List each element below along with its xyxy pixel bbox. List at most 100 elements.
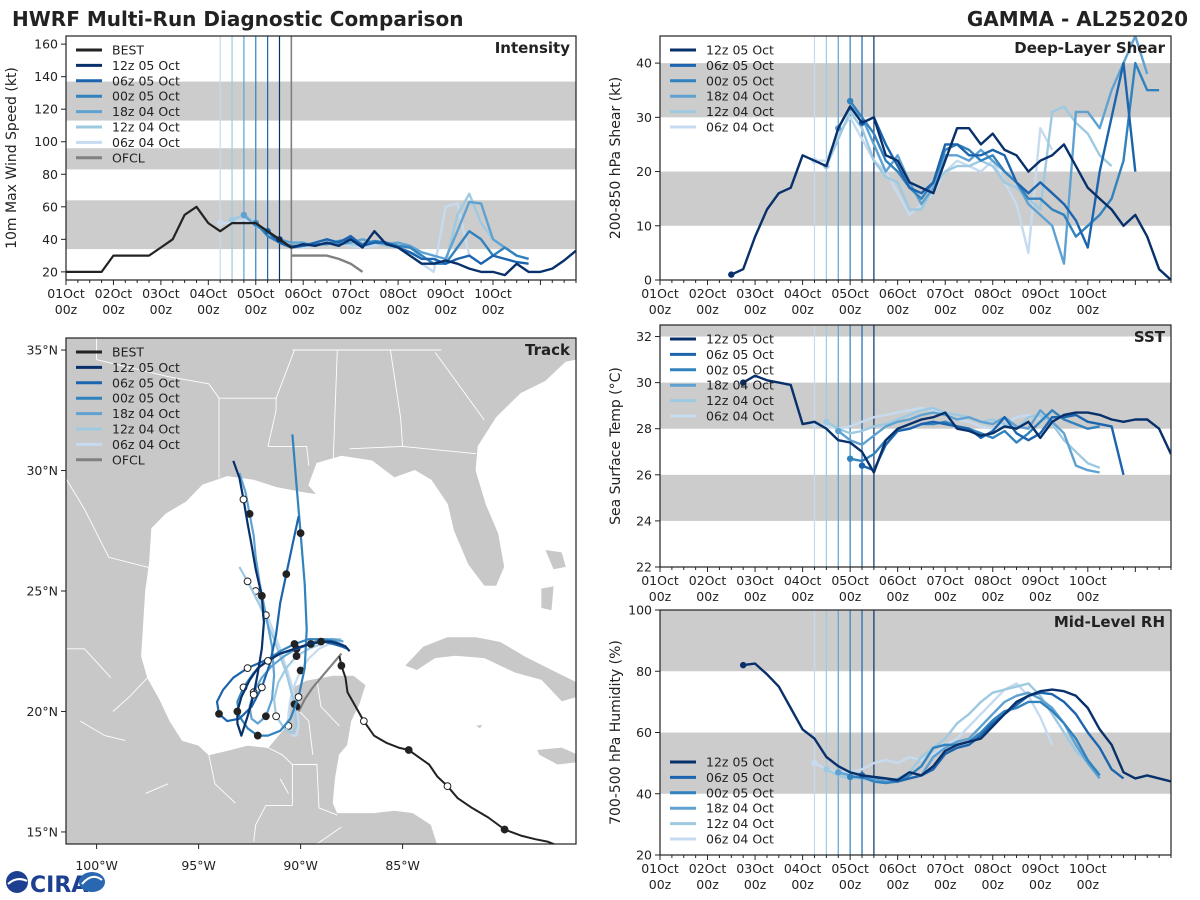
series-line-06z-05-oct: [861, 413, 1125, 476]
x-tick-label-date: 01Oct: [641, 286, 679, 301]
x-tick-label-hour: 00z: [839, 589, 862, 604]
y-tick-label: 20: [636, 848, 652, 863]
series-start-point-00z-05-oct: [846, 97, 854, 105]
y-tick-label: 100: [34, 134, 58, 149]
x-tick-label-date: 03Oct: [736, 573, 774, 588]
x-tick-label-date: 03Oct: [736, 286, 774, 301]
x-tick-label-date: 01Oct: [641, 861, 679, 876]
y-tick-label: 140: [34, 69, 58, 84]
x-tick-label-date: 08Oct: [974, 861, 1012, 876]
border-line: [434, 352, 485, 421]
legend-label-ofcl: OFCL: [112, 150, 145, 165]
cira-logo: CIRA: [6, 871, 105, 898]
x-tick-label-hour: 00z: [744, 589, 767, 604]
border-line: [219, 397, 277, 447]
series-line-12z-05-oct: [742, 374, 1171, 474]
x-tick-label-hour: 00z: [839, 877, 862, 892]
border-line: [96, 338, 220, 478]
border-line: [80, 720, 126, 741]
border-line: [66, 477, 156, 570]
series-start-point-12z-04-oct: [228, 216, 236, 224]
sst-panel: 22242628303201Oct00z02Oct00z03Oct00z04Oc…: [608, 324, 1172, 604]
land-mass: [66, 338, 576, 844]
legend-label-best: BEST: [112, 43, 144, 58]
series-start-point-00z-05-oct: [846, 773, 854, 781]
x-tick-label: 85°W: [385, 858, 420, 873]
x-tick-label-hour: 00z: [292, 302, 315, 317]
legend-label-18z-04-oct: 18z 04 Oct: [706, 89, 774, 104]
series-start-point-06z-05-oct: [858, 462, 866, 469]
x-tick-label-date: 03Oct: [142, 286, 180, 301]
x-tick-label-hour: 00z: [482, 302, 505, 317]
legend-label-12z-04-oct: 12z 04 Oct: [706, 393, 774, 408]
x-tick-label-hour: 00z: [434, 302, 457, 317]
border-line: [145, 783, 169, 794]
series-group: [66, 192, 576, 277]
x-tick-label-date: 08Oct: [974, 286, 1012, 301]
intensity-panel: 2040608010012014016001Oct00z02Oct00z03Oc…: [4, 35, 577, 317]
y-tick-label: 20: [42, 264, 58, 279]
track-marker: [233, 707, 242, 716]
x-tick-label-hour: 00z: [696, 877, 719, 892]
x-tick-label-hour: 00z: [245, 302, 268, 317]
shade-band: [660, 474, 1171, 521]
border-line: [279, 778, 289, 794]
x-tick-label-hour: 00z: [55, 302, 78, 317]
x-tick-label-date: 05Oct: [831, 573, 869, 588]
track-marker: [282, 570, 291, 579]
x-tick-label-hour: 00z: [982, 302, 1005, 317]
track-panel: 100°W 95°W 90°W 85°W 15°N 20°N 25°N 30°N 35°N Tra…: [26, 337, 577, 873]
x-tick-label-date: 09Oct: [1022, 286, 1060, 301]
series-group: [739, 374, 1171, 476]
y-tick-label: 80: [636, 664, 652, 679]
y-tick-label: 80: [42, 167, 58, 182]
x-tick-label-hour: 00z: [934, 589, 957, 604]
series-group: [739, 661, 1171, 785]
series-line-12z-04-oct: [825, 406, 1101, 470]
x-tick-label-date: 02Oct: [95, 286, 133, 301]
legend-label-12z-04-oct: 12z 04 Oct: [706, 816, 774, 831]
y-tick-label: 30: [636, 375, 652, 390]
x-tick-label-date: 09Oct: [427, 286, 465, 301]
x-tick-label-date: 05Oct: [831, 861, 869, 876]
legend-label-18z-04-oct: 18z 04 Oct: [706, 801, 774, 816]
track-line-00z-05-oct: [236, 434, 346, 737]
y-tick-label: 30°N: [26, 463, 58, 478]
legend-label-06z-05-oct: 06z 05 Oct: [112, 375, 180, 390]
x-tick-label-hour: 00z: [1077, 302, 1100, 317]
legend-label-06z-04-oct: 06z 04 Oct: [112, 135, 180, 150]
series-start-point-12z-05-oct: [739, 661, 747, 669]
legend-label-best: BEST: [112, 345, 144, 360]
y-tick-label: 60: [636, 725, 652, 740]
x-tick-label-hour: 00z: [791, 302, 814, 317]
x-tick-label-date: 07Oct: [926, 573, 964, 588]
y-tick-label: 26: [636, 467, 652, 482]
x-tick-label-hour: 00z: [982, 877, 1005, 892]
x-tick-label-hour: 00z: [886, 302, 909, 317]
y-tick-label: 22: [636, 560, 652, 575]
x-tick-label-date: 06Oct: [879, 861, 917, 876]
series-line-06z-05-oct: [861, 691, 1125, 783]
x-tick-label-hour: 00z: [649, 302, 672, 317]
x-tick-label-date: 06Oct: [879, 573, 917, 588]
x-tick-label-hour: 00z: [886, 877, 909, 892]
y-tick-label: 15°N: [26, 824, 58, 839]
series-start-point-18z-04-oct: [835, 427, 842, 435]
series-start-point-12z-05-oct: [739, 379, 747, 386]
x-tick-label-date: 04Oct: [784, 573, 822, 588]
y-tick-label: 30: [636, 110, 652, 125]
y-tick-label: 35°N: [26, 343, 58, 358]
y-tick-label: 28: [636, 421, 652, 436]
x-tick-label-date: 06Oct: [284, 286, 322, 301]
track-marker: [337, 661, 346, 670]
series-start-point-00z-05-oct: [846, 455, 854, 462]
x-tick-label-date: 10Oct: [1069, 861, 1107, 876]
border-line: [66, 648, 112, 679]
x-tick-label-hour: 00z: [102, 302, 125, 317]
y-axis-label: 200-850 hPa Shear (kt): [608, 77, 624, 239]
x-tick-label-hour: 00z: [791, 877, 814, 892]
border-line: [402, 445, 477, 455]
border-line: [275, 349, 295, 399]
series-line-12z-05-oct: [743, 662, 1171, 783]
